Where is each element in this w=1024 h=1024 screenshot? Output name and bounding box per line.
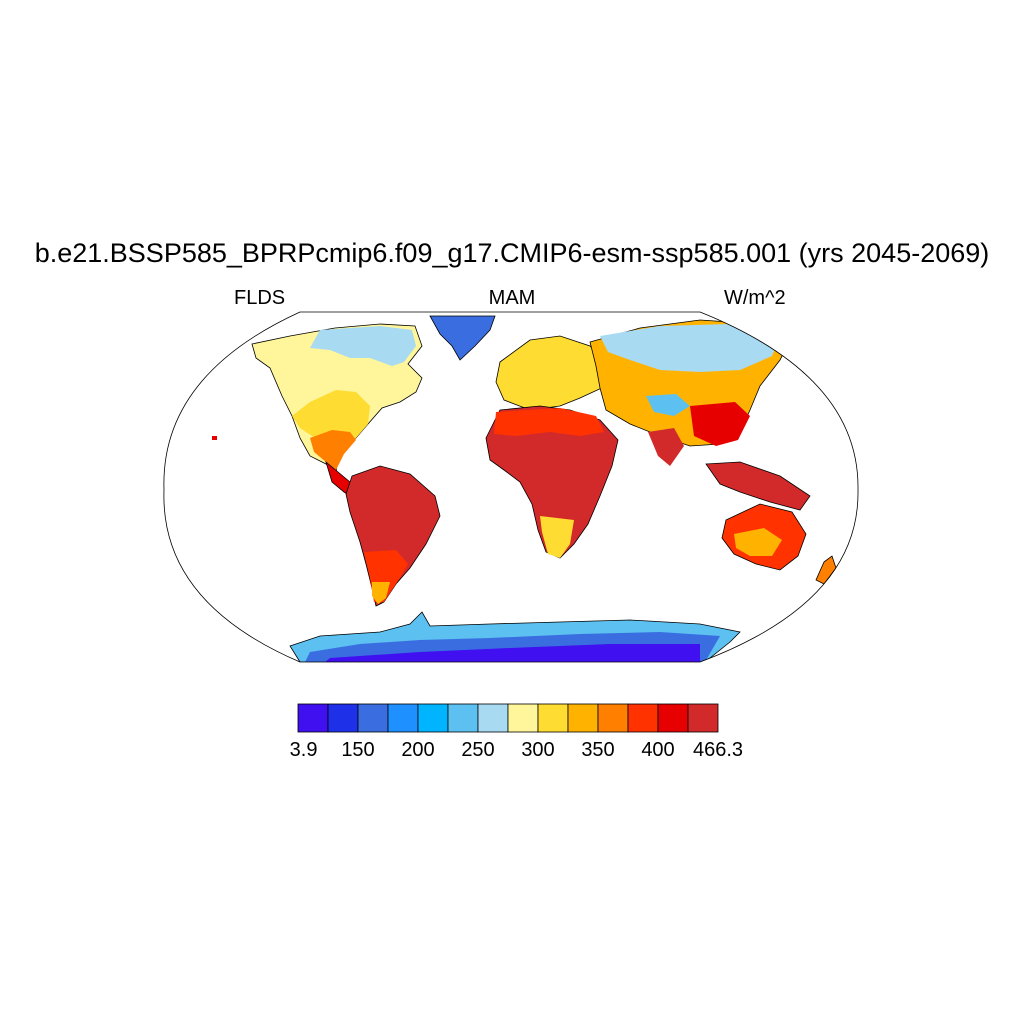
asia-region	[589, 319, 791, 466]
colorbar-swatch	[447, 703, 479, 733]
greenland-region	[429, 315, 496, 361]
colorbar-tick-label: 300	[521, 739, 554, 761]
north-america-region	[251, 323, 423, 475]
map-outline	[163, 311, 859, 663]
antarctica-region	[289, 611, 741, 662]
colorbar-tick-label: 466.3	[693, 739, 743, 761]
colorbar-swatch	[537, 703, 569, 733]
colorbar-tick-label: 400	[641, 739, 674, 761]
colorbar-swatch	[417, 703, 449, 733]
units-label: W/m^2	[724, 287, 786, 309]
colorbar-tick-label: 250	[461, 739, 494, 761]
colorbar-tick-label: 350	[581, 739, 614, 761]
colorbar-swatch	[387, 703, 419, 733]
colorbar: 83.9 150 200 250 300 350 400 466.3	[290, 703, 743, 761]
europe-region	[495, 335, 611, 411]
colorbar-swatch	[477, 703, 509, 733]
africa-region	[485, 405, 619, 559]
colorbar-swatch	[597, 703, 629, 733]
colorbar-tick-label: 83.9	[290, 739, 317, 761]
plot-title: b.e21.BSSP585_BPRPcmip6.f09_g17.CMIP6-es…	[34, 238, 990, 268]
new-zealand-region	[815, 555, 837, 585]
colorbar-swatch	[627, 703, 659, 733]
hawaii-region	[212, 436, 217, 440]
colorbar-swatch	[657, 703, 689, 733]
colorbar-swatch	[507, 703, 539, 733]
south-america-region	[345, 465, 441, 607]
colorbar-swatch	[687, 703, 719, 733]
world-map	[163, 311, 859, 663]
maritime-southeast-asia-region	[705, 461, 811, 511]
colorbar-swatch	[357, 703, 389, 733]
colorbar-swatch	[297, 703, 329, 733]
season-label: MAM	[488, 287, 536, 309]
colorbar-swatch	[327, 703, 359, 733]
colorbar-tick-label: 200	[401, 739, 434, 761]
variable-label: FLDS	[234, 287, 286, 309]
colorbar-tick-label: 150	[341, 739, 374, 761]
colorbar-swatch	[567, 703, 599, 733]
australia-region	[721, 503, 807, 571]
